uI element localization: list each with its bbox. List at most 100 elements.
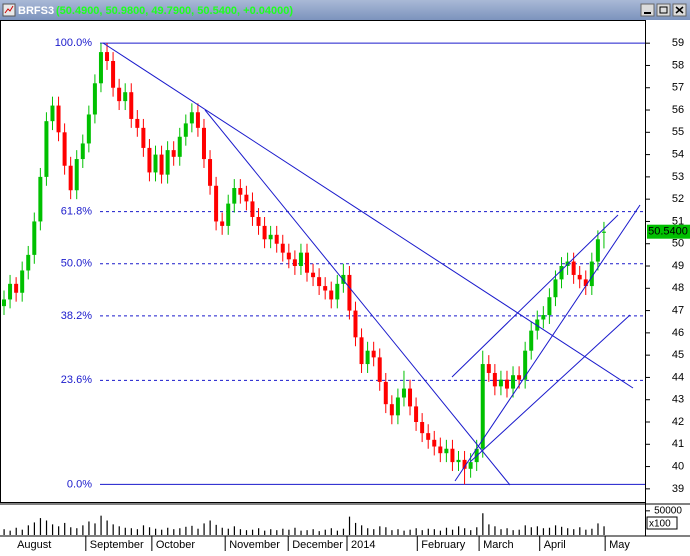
y-tick-label: 46 — [672, 327, 684, 339]
candle-body — [335, 283, 340, 300]
x-tick-label: October — [156, 539, 195, 551]
volume-bar — [197, 528, 199, 535]
volume-bar — [276, 530, 278, 535]
volume-bar — [597, 523, 599, 535]
candle-body — [517, 375, 522, 380]
volume-bar — [439, 530, 442, 535]
y-tick-label: 57 — [672, 82, 684, 94]
minimize-button[interactable] — [640, 3, 655, 17]
y-tick-label: 39 — [672, 483, 684, 495]
candle-body — [123, 92, 128, 102]
candle-body — [305, 252, 309, 273]
volume-bar — [264, 530, 266, 535]
candle-body — [129, 92, 134, 119]
volume-bar — [567, 528, 569, 535]
candle-body — [311, 272, 316, 278]
fib-label: 50.0% — [61, 258, 92, 270]
trend-line — [451, 214, 619, 378]
candle-body — [111, 61, 116, 88]
volume-bar — [506, 528, 508, 535]
candle-body — [492, 372, 497, 387]
volume-bar — [548, 527, 551, 535]
candle-body — [105, 52, 110, 62]
candle-body — [44, 121, 49, 177]
candle-body — [32, 221, 37, 255]
volume-bar — [270, 529, 272, 535]
volume-bar — [464, 528, 466, 535]
volume-bar — [215, 524, 217, 535]
candle-body — [74, 159, 79, 191]
volume-bar — [482, 513, 484, 535]
volume-bar — [512, 530, 514, 535]
volume-bar — [227, 528, 229, 535]
candle-body — [498, 379, 503, 387]
y-tick-label: 47 — [672, 304, 684, 316]
candle-body — [171, 150, 176, 157]
volume-bar — [94, 523, 96, 535]
candle-body — [189, 112, 194, 124]
candle-body — [14, 283, 19, 293]
candle-body — [547, 297, 552, 316]
close-glyph — [675, 6, 684, 14]
y-tick-label: 59 — [672, 37, 684, 49]
candle-body — [226, 203, 231, 226]
volume-bar — [579, 527, 581, 535]
volume-bar — [209, 520, 211, 535]
candle-body — [541, 315, 546, 320]
volume-bar — [433, 529, 435, 535]
candle-body — [571, 261, 576, 275]
volume-bar — [39, 518, 42, 535]
candle-body — [559, 266, 564, 280]
volume-bar — [458, 526, 460, 535]
volume-bar — [130, 528, 132, 535]
candle-body — [456, 459, 461, 463]
volume-bar — [282, 528, 284, 535]
fib-label: 23.6% — [61, 374, 92, 386]
volume-bar — [15, 527, 17, 535]
maximize-button[interactable] — [656, 3, 671, 17]
x-tick-label: December — [292, 539, 343, 551]
volume-bar — [136, 529, 139, 535]
candle-body — [462, 459, 467, 469]
x-tick-label: February — [421, 539, 466, 551]
y-tick-label: 41 — [672, 438, 684, 450]
volume-bar — [524, 525, 526, 535]
volume-bar — [288, 529, 290, 535]
volume-bar — [88, 521, 90, 535]
candle-body — [353, 310, 358, 338]
candle-body — [280, 243, 285, 253]
candle-body — [486, 364, 491, 373]
x-tick-label: November — [229, 539, 280, 551]
candle-body — [577, 274, 582, 280]
candle-body — [98, 52, 103, 84]
volume-bar — [585, 529, 587, 535]
volume-bar — [148, 527, 151, 535]
candle-body — [153, 154, 158, 173]
volume-bar — [51, 524, 54, 535]
candle-body — [159, 154, 164, 175]
x-tick-label: September — [90, 539, 144, 551]
volume-bar — [403, 530, 405, 535]
candle-body — [50, 105, 55, 122]
volume-bar — [239, 529, 242, 535]
volume-bar — [306, 530, 308, 535]
volume-bar — [385, 527, 387, 535]
maximize-glyph — [659, 6, 668, 14]
fib-label: 61.8% — [61, 206, 92, 218]
volume-bar — [124, 527, 126, 535]
candle-body — [38, 176, 43, 222]
fib-label: 100.0% — [55, 37, 93, 49]
volume-bar — [245, 530, 248, 535]
plot-frame — [0, 20, 646, 503]
volume-bar — [64, 522, 66, 535]
window-buttons[interactable] — [640, 3, 687, 17]
candle-body — [401, 388, 406, 398]
candle-body — [589, 261, 594, 287]
volume-bar — [397, 529, 399, 535]
candle-body — [117, 87, 122, 102]
trend-line — [469, 314, 631, 463]
volume-bar — [409, 529, 411, 535]
y-tick-label: 42 — [672, 416, 684, 428]
candle-body — [298, 252, 303, 267]
